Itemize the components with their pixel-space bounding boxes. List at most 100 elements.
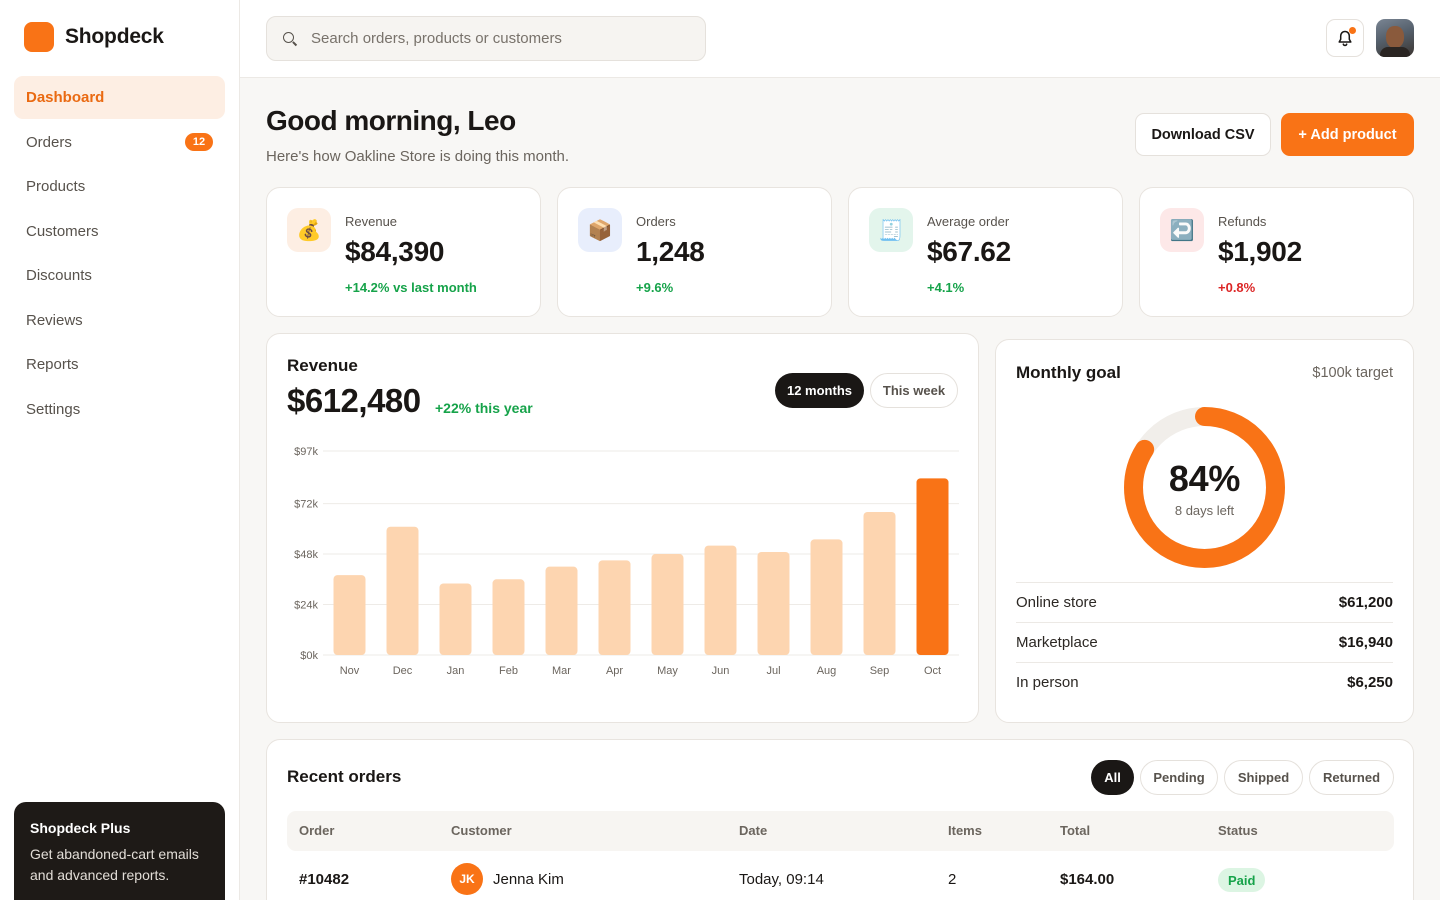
sidebar-item-dashboard[interactable]: Dashboard bbox=[14, 76, 225, 119]
revenue-title: Revenue bbox=[287, 356, 358, 375]
column-header-total[interactable]: Total bbox=[1060, 823, 1091, 838]
bar-jun[interactable] bbox=[704, 545, 737, 655]
revenue-total: $612,480 bbox=[287, 382, 421, 419]
bar-mar[interactable] bbox=[545, 566, 578, 655]
range-12-months-button[interactable]: 12 months bbox=[775, 373, 864, 408]
brand[interactable]: Shopdeck bbox=[24, 22, 164, 52]
stat-value: $84,390 bbox=[345, 236, 445, 267]
stat-card-orders: 📦 Orders 1,248 +9.6% bbox=[557, 187, 832, 317]
monthly-goal-card: Monthly goal $100k target 84% 8 days lef… bbox=[995, 339, 1414, 723]
stat-delta: +4.1% bbox=[927, 280, 965, 295]
goal-title: Monthly goal bbox=[1016, 363, 1121, 382]
order-id[interactable]: #10482 bbox=[299, 871, 350, 888]
orders-count-badge: 12 bbox=[185, 133, 213, 151]
goal-target: $100k target bbox=[1312, 365, 1393, 381]
sidebar-item-label: Customers bbox=[26, 222, 99, 240]
bar-may[interactable] bbox=[651, 554, 684, 655]
x-tick-label: Sep bbox=[870, 665, 890, 677]
sidebar-item-label: Dashboard bbox=[26, 89, 105, 106]
return-arrow-icon: ↩️ bbox=[1160, 208, 1204, 252]
range-this-week-button[interactable]: This week bbox=[870, 373, 958, 408]
stat-delta: +9.6% bbox=[636, 280, 674, 295]
customer-avatar: JK bbox=[451, 863, 483, 895]
x-tick-label: Dec bbox=[393, 665, 413, 677]
x-tick-label: May bbox=[657, 665, 678, 677]
sidebar-item-customers[interactable]: Customers bbox=[14, 210, 225, 253]
bar-aug[interactable] bbox=[810, 539, 843, 655]
x-tick-label: Apr bbox=[606, 665, 623, 677]
stat-value: $67.62 bbox=[927, 236, 1011, 267]
bar-apr[interactable] bbox=[598, 560, 631, 655]
stat-delta: +0.8% bbox=[1218, 280, 1256, 295]
sidebar-item-reports[interactable]: Reports bbox=[14, 343, 225, 386]
y-tick-label: $48k bbox=[294, 549, 318, 561]
download-csv-button[interactable]: Download CSV bbox=[1135, 113, 1271, 156]
brand-logo bbox=[24, 22, 54, 52]
bar-oct[interactable] bbox=[916, 478, 949, 655]
sidebar-item-products[interactable]: Products bbox=[14, 165, 225, 208]
promo-text: Get abandoned-cart emails and advanced r… bbox=[30, 846, 199, 883]
search-box[interactable] bbox=[266, 16, 706, 61]
order-items: 2 bbox=[948, 871, 957, 888]
notifications-button[interactable] bbox=[1326, 19, 1364, 57]
x-tick-label: Mar bbox=[552, 665, 571, 677]
bar-dec[interactable] bbox=[386, 526, 419, 655]
x-tick-label: Oct bbox=[924, 665, 941, 677]
sidebar-item-orders[interactable]: Orders 12 bbox=[14, 121, 225, 164]
filter-pending[interactable]: Pending bbox=[1140, 760, 1218, 795]
stat-value: $1,902 bbox=[1218, 236, 1302, 267]
promo-title: Shopdeck Plus bbox=[30, 820, 131, 836]
goal-progress-ring bbox=[1124, 407, 1285, 568]
filter-all[interactable]: All bbox=[1091, 760, 1134, 795]
sidebar: Shopdeck Dashboard Orders 12 Products Cu… bbox=[0, 0, 240, 900]
x-tick-label: Jan bbox=[447, 665, 465, 677]
stat-label: Orders bbox=[636, 214, 676, 229]
money-bag-icon: 💰 bbox=[287, 208, 331, 252]
column-header-order[interactable]: Order bbox=[299, 823, 335, 838]
bar-jan[interactable] bbox=[439, 583, 472, 655]
x-tick-label: Jul bbox=[766, 665, 780, 677]
stat-card-revenue: 💰 Revenue $84,390 +14.2% vs last month bbox=[266, 187, 541, 317]
avatar-body bbox=[1380, 47, 1410, 57]
column-header-customer[interactable]: Customer bbox=[451, 823, 512, 838]
order-total: $164.00 bbox=[1060, 871, 1115, 888]
add-product-button[interactable]: + Add product bbox=[1281, 113, 1414, 156]
x-tick-label: Jun bbox=[712, 665, 730, 677]
goal-row-label: Marketplace bbox=[1016, 634, 1098, 651]
sidebar-item-label: Orders bbox=[26, 133, 72, 151]
brand-name: Shopdeck bbox=[65, 25, 164, 48]
goal-days-left: 8 days left bbox=[1174, 503, 1235, 518]
goal-row: Marketplace $16,940 bbox=[1016, 622, 1393, 662]
filter-returned[interactable]: Returned bbox=[1309, 760, 1394, 795]
customer-name: Jenna Kim bbox=[493, 871, 564, 888]
x-tick-label: Nov bbox=[340, 665, 360, 677]
filter-shipped[interactable]: Shipped bbox=[1224, 760, 1303, 795]
sidebar-item-settings[interactable]: Settings bbox=[14, 388, 225, 431]
bar-feb[interactable] bbox=[492, 579, 525, 655]
user-avatar[interactable] bbox=[1376, 19, 1414, 57]
upgrade-promo-card[interactable]: Shopdeck Plus Get abandoned-cart emails … bbox=[14, 802, 225, 900]
revenue-chart-card: Revenue $612,480 +22% this year 12 month… bbox=[266, 333, 979, 723]
bar-jul[interactable] bbox=[757, 551, 790, 655]
column-header-status[interactable]: Status bbox=[1218, 823, 1258, 838]
bar-nov[interactable] bbox=[333, 575, 366, 655]
stat-label: Average order bbox=[927, 214, 1010, 229]
goal-row-label: Online store bbox=[1016, 594, 1097, 611]
goal-ring-fill bbox=[1124, 407, 1285, 568]
y-tick-label: $0k bbox=[300, 650, 318, 662]
bell-icon bbox=[1338, 30, 1352, 46]
orders-table-header: Order Customer Date Items Total Status bbox=[287, 811, 1394, 851]
sidebar-item-discounts[interactable]: Discounts bbox=[14, 254, 225, 297]
table-row[interactable]: #10482 JK Jenna Kim Today, 09:14 2 $164.… bbox=[287, 862, 1394, 898]
search-icon bbox=[283, 31, 297, 46]
y-tick-label: $97k bbox=[294, 446, 318, 458]
bar-sep[interactable] bbox=[863, 511, 896, 655]
sidebar-item-reviews[interactable]: Reviews bbox=[14, 299, 225, 342]
receipt-icon: 🧾 bbox=[869, 208, 913, 252]
search-input[interactable] bbox=[311, 30, 671, 47]
column-header-items[interactable]: Items bbox=[948, 823, 982, 838]
goal-percent: 84% bbox=[1168, 458, 1241, 499]
column-header-date[interactable]: Date bbox=[739, 823, 768, 838]
stat-value: 1,248 bbox=[636, 236, 705, 267]
stat-label: Revenue bbox=[345, 214, 398, 229]
